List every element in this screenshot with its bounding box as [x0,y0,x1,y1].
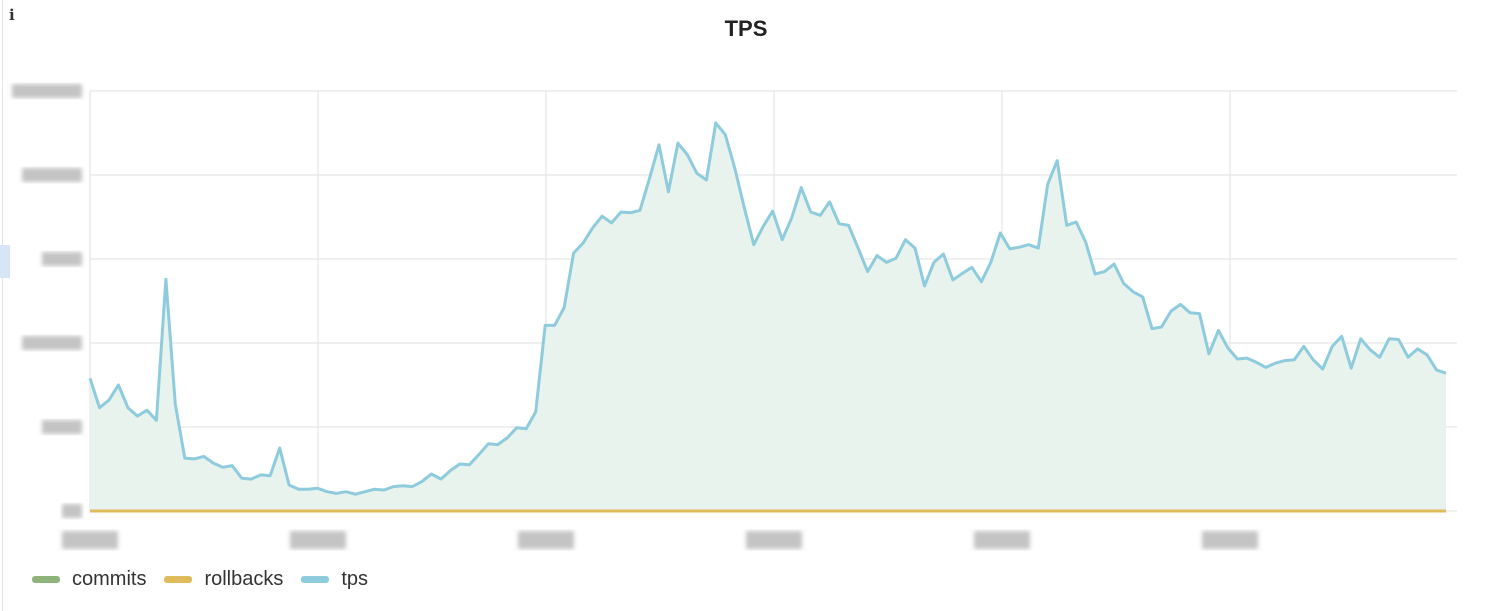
x-tick-label [974,531,1030,549]
x-tick-label [746,531,802,549]
x-tick-label [62,531,118,549]
x-tick-label [290,531,346,549]
legend: commits rollbacks tps [32,568,368,591]
legend-item-commits[interactable]: commits [32,568,146,591]
legend-item-rollbacks[interactable]: rollbacks [164,568,283,591]
selection-marker [0,245,10,278]
tps-swatch [301,576,330,583]
y-tick-label [62,504,82,518]
tps-line [88,121,1447,496]
y-tick-label [22,336,82,350]
panel-border [2,0,3,611]
x-tick-label [1202,531,1258,549]
legend-item-tps[interactable]: tps [301,568,368,591]
x-tick-label [518,531,574,549]
y-tick-label [22,168,82,182]
rollbacks-swatch [164,576,193,583]
y-tick-label [12,84,82,98]
tps-area [90,122,1446,512]
commits-swatch [32,576,60,583]
y-tick-label [42,420,82,434]
legend-label: commits [72,568,147,590]
legend-label: tps [341,568,369,590]
y-tick-label [42,252,82,266]
chart-title: TPS [724,16,768,41]
info-icon[interactable]: i [9,6,15,24]
legend-label: rollbacks [204,568,284,590]
